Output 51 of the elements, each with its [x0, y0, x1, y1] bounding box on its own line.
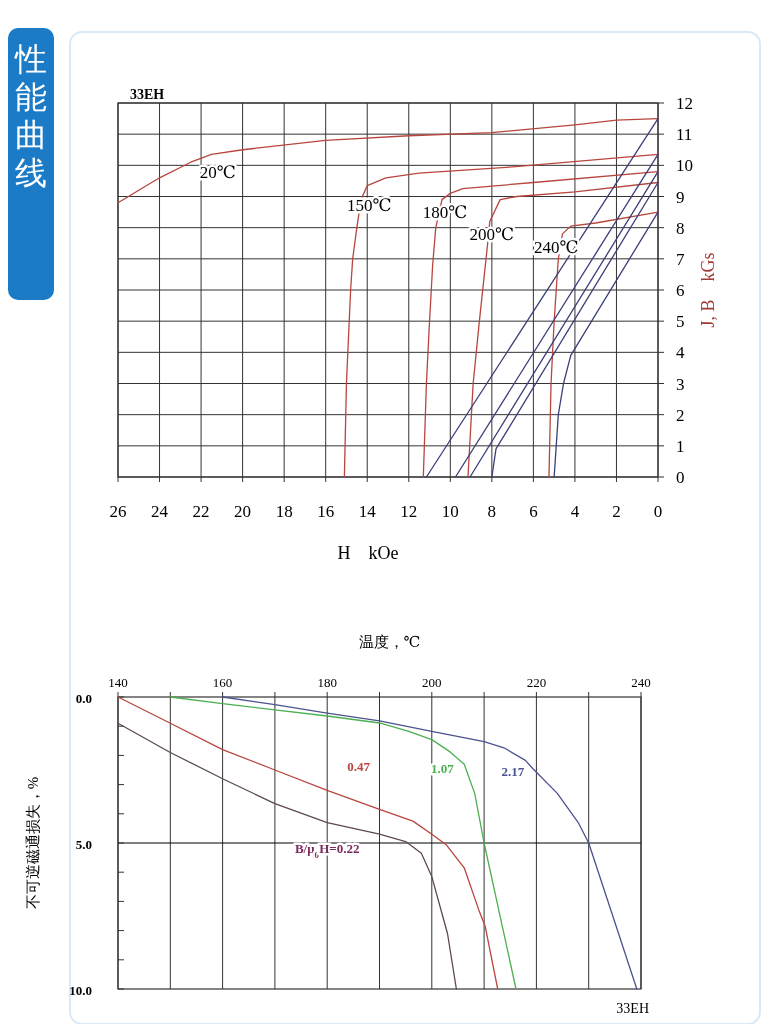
x-axis-title: 温度，℃ [358, 634, 421, 650]
x-tick-label: 140 [108, 675, 128, 690]
y-axis-title: J, B kGs [698, 252, 718, 328]
y-tick-label: 6 [676, 281, 685, 300]
line-series [343, 153, 659, 478]
y-tick-label: 5.0 [75, 837, 92, 852]
y-tick-label: 9 [676, 187, 685, 207]
y-tick-label: 0 [676, 468, 685, 487]
y-tick-label: 10 [676, 156, 693, 176]
x-tick-label: 6 [529, 502, 538, 521]
line-series [117, 722, 458, 990]
x-tick-label: 26 [109, 502, 127, 521]
x-tick-label: 240 [631, 675, 651, 690]
chart-subtitle: 33EH [130, 87, 165, 102]
series-label: 1.07 [430, 760, 455, 776]
y-tick-label: 10.0 [69, 983, 92, 998]
y-tick-label: 3 [676, 374, 685, 394]
y-tick-label: 11 [676, 125, 693, 145]
x-tick-label: 220 [526, 675, 547, 690]
x-axis-title: H kOe [337, 543, 399, 563]
x-tick-label: 22 [192, 502, 210, 521]
series-label: 0.47 [347, 759, 371, 775]
x-tick-label: 16 [317, 502, 335, 521]
x-tick-label: 18 [275, 502, 293, 521]
y-tick-label: 12 [676, 94, 693, 113]
x-tick-label: 10 [441, 502, 459, 521]
y-tick-label: 2 [676, 405, 685, 425]
series-label: 2.17 [501, 763, 525, 779]
series-label: 20℃ [199, 162, 236, 182]
x-tick-label: 12 [400, 502, 418, 521]
y-axis-title: 不可逆磁通损失，% [25, 776, 41, 910]
x-tick-label: 24 [151, 502, 169, 521]
x-tick-label: 14 [358, 502, 377, 521]
y-tick-label: 7 [676, 249, 685, 269]
x-tick-label: 20 [234, 502, 252, 521]
x-tick-label: 8 [487, 502, 497, 521]
text: 33EH [616, 1001, 649, 1016]
chart-title: 性能曲线 [14, 40, 47, 192]
line-series [422, 170, 659, 478]
y-tick-label: 5 [676, 312, 685, 332]
x-tick-label: 2 [612, 502, 621, 521]
x-tick-label: 160 [212, 675, 233, 690]
y-tick-label: 0.0 [75, 691, 92, 706]
x-tick-label: 0 [653, 502, 663, 521]
x-tick-label: 180 [317, 675, 337, 690]
x-tick-label: 200 [422, 675, 442, 690]
y-tick-label: 1 [676, 436, 685, 456]
x-tick-label: 4 [570, 502, 580, 521]
series-label: 200℃ [469, 225, 515, 245]
y-tick-label: 4 [676, 343, 685, 363]
y-tick-label: 8 [676, 218, 685, 238]
